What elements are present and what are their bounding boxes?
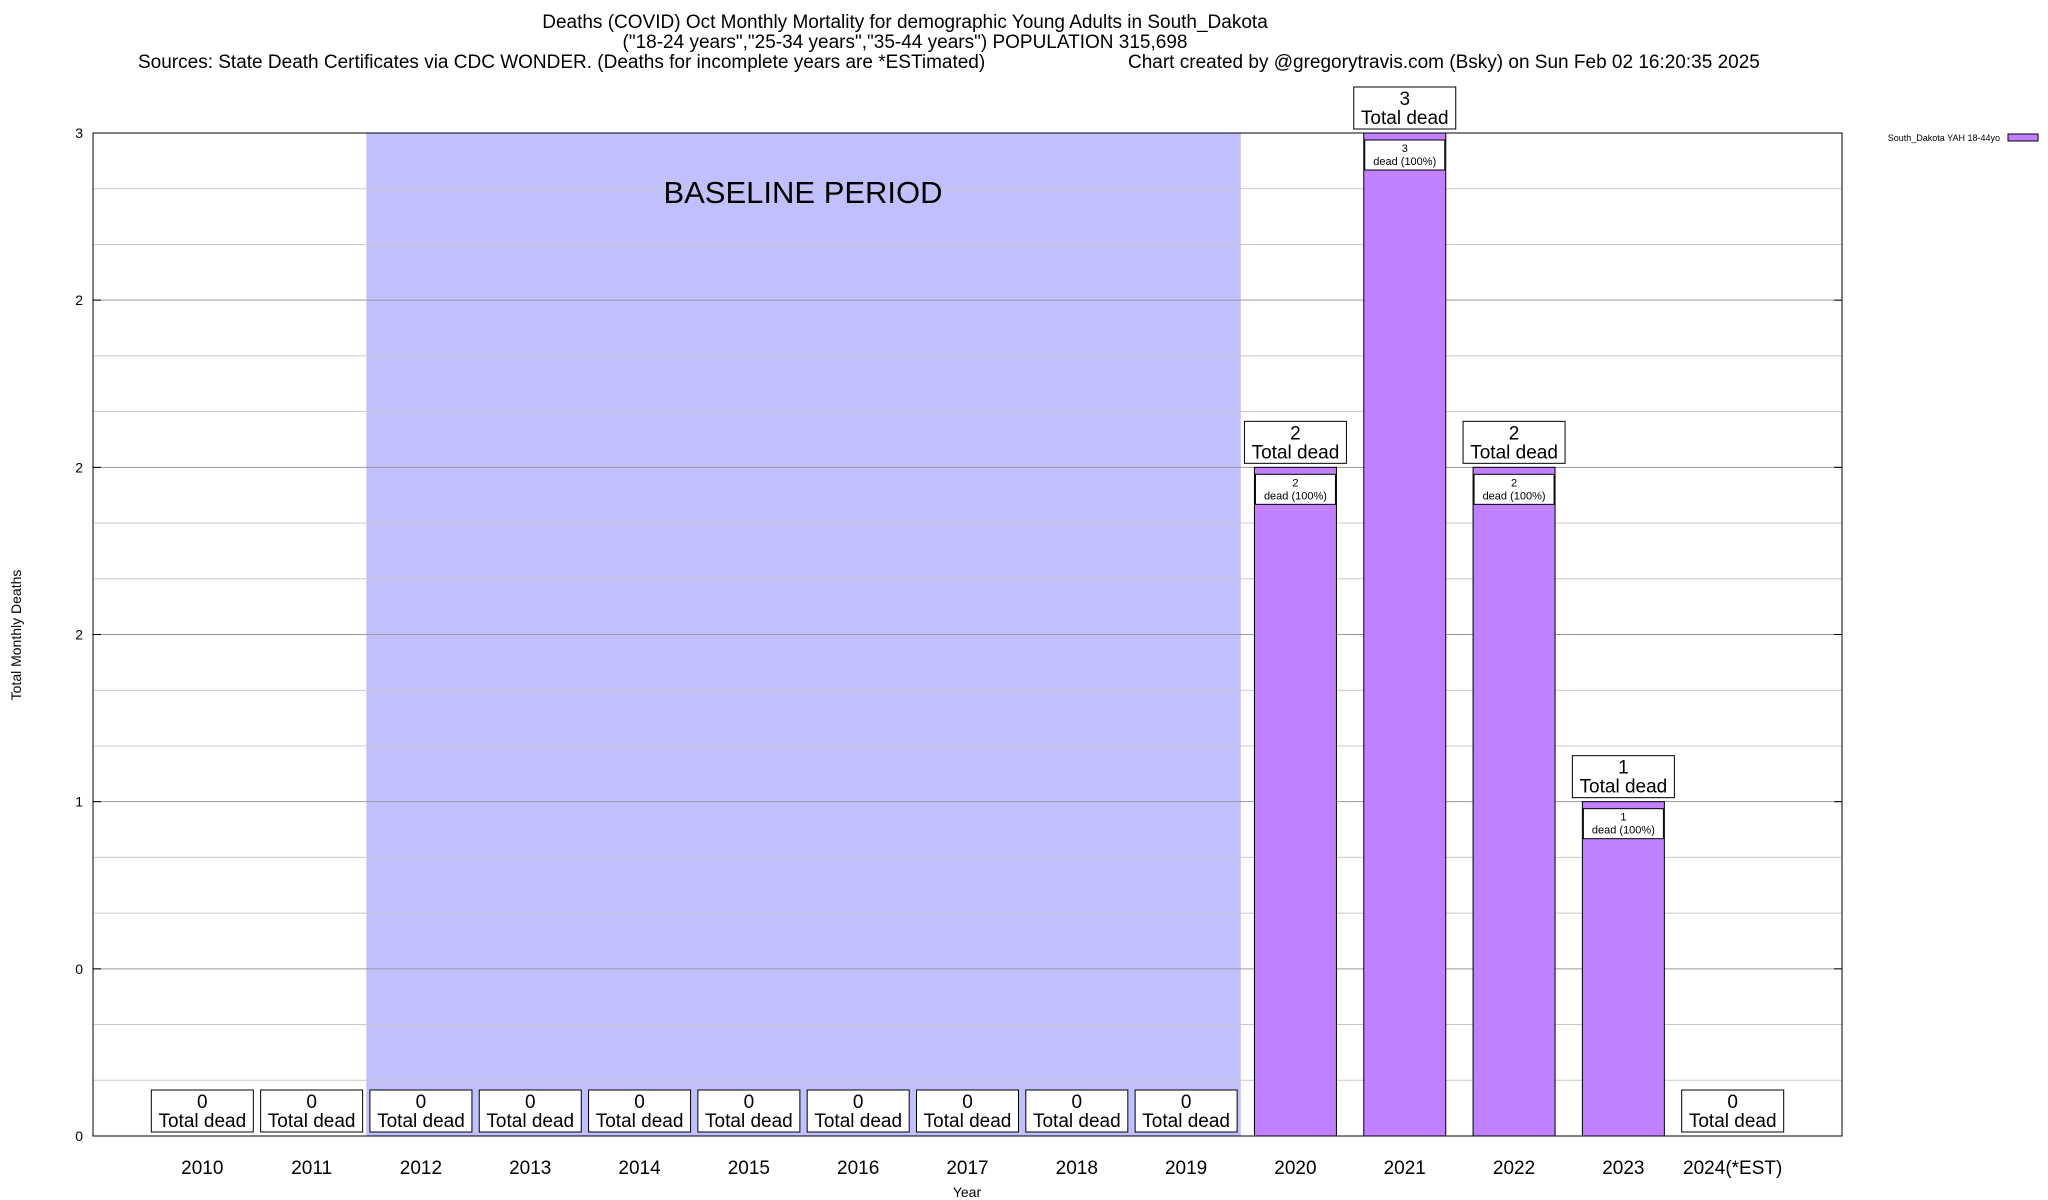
inner-label-suffix: dead (100%) <box>1592 825 1655 837</box>
chart-sources: Sources: State Death Certificates via CD… <box>138 52 986 73</box>
inner-label-box <box>1582 808 1664 840</box>
x-tick-label: 2017 <box>946 1158 988 1179</box>
inner-label-suffix: dead (100%) <box>1373 156 1436 168</box>
total-label-suffix: Total dead <box>1033 1111 1121 1132</box>
total-label-box <box>478 1089 582 1133</box>
total-label-box <box>369 1089 473 1133</box>
inner-label-value: 2 <box>1292 477 1298 489</box>
total-label-suffix: Total dead <box>1580 777 1668 798</box>
inner-label-box <box>1364 139 1446 171</box>
x-tick-label: 2012 <box>400 1158 442 1179</box>
bar <box>1253 466 1337 1137</box>
inner-label-value: 1 <box>1620 812 1626 824</box>
total-label-value: 0 <box>1181 1092 1192 1113</box>
y-axis-label: Total Monthly Deaths <box>8 570 24 701</box>
total-label-value: 2 <box>1509 423 1520 444</box>
x-tick-label: 2016 <box>837 1158 879 1179</box>
total-label-suffix: Total dead <box>268 1111 356 1132</box>
inner-label-box <box>1254 473 1336 505</box>
total-label-suffix: Total dead <box>596 1111 684 1132</box>
total-label-value: 1 <box>1618 758 1629 779</box>
total-label-box <box>1025 1089 1129 1133</box>
y-tick-label: 2 <box>75 292 83 308</box>
total-label-suffix: Total dead <box>377 1111 465 1132</box>
inner-label-suffix: dead (100%) <box>1483 490 1546 502</box>
inner-label-suffix: dead (100%) <box>1264 490 1327 502</box>
total-label-suffix: Total dead <box>924 1111 1012 1132</box>
total-label-value: 2 <box>1290 423 1301 444</box>
chart-credit: Chart created by @gregorytravis.com (Bsk… <box>1128 52 1760 73</box>
total-label-suffix: Total dead <box>705 1111 793 1132</box>
total-label-suffix: Total dead <box>814 1111 902 1132</box>
total-label-suffix: Total dead <box>1689 1111 1777 1132</box>
total-label-value: 0 <box>525 1092 536 1113</box>
baseline-label: BASELINE PERIOD <box>663 175 942 210</box>
total-label-value: 0 <box>853 1092 864 1113</box>
total-label-box <box>1681 1089 1785 1133</box>
total-label-value: 0 <box>1072 1092 1083 1113</box>
bar <box>1581 801 1665 1137</box>
x-tick-label: 2021 <box>1384 1158 1426 1179</box>
x-tick-label: 2013 <box>509 1158 551 1179</box>
y-tick-label: 2 <box>75 627 83 643</box>
total-label-box <box>806 1089 910 1133</box>
y-tick-label: 1 <box>75 794 83 810</box>
x-tick-label: 2019 <box>1165 1158 1207 1179</box>
legend-swatch <box>2007 133 2039 142</box>
x-tick-label: 2022 <box>1493 1158 1535 1179</box>
x-tick-label: 2015 <box>728 1158 770 1179</box>
chart-subtitle: ("18-24 years","25-34 years","35-44 year… <box>622 32 1188 53</box>
total-label-box <box>1571 755 1675 799</box>
total-label-box <box>1243 420 1347 464</box>
bar <box>1472 466 1556 1137</box>
inner-label-value: 3 <box>1402 143 1408 155</box>
x-tick-label: 2018 <box>1056 1158 1098 1179</box>
bar <box>1363 132 1447 1137</box>
legend-label: South_Dakota YAH 18-44yo <box>1888 133 2000 143</box>
total-label-value: 0 <box>306 1092 317 1113</box>
total-label-box <box>1134 1089 1238 1133</box>
plot-frame <box>92 132 1843 1137</box>
total-label-suffix: Total dead <box>1142 1111 1230 1132</box>
total-label-box <box>260 1089 364 1133</box>
x-tick-label: 2024(*EST) <box>1683 1158 1782 1179</box>
x-tick-label: 2023 <box>1602 1158 1644 1179</box>
total-label-value: 0 <box>416 1092 427 1113</box>
total-label-box <box>916 1089 1019 1133</box>
total-label-suffix: Total dead <box>1470 442 1558 463</box>
x-tick-label: 2010 <box>181 1158 223 1179</box>
x-tick-label: 2020 <box>1274 1158 1316 1179</box>
total-label-value: 0 <box>744 1092 755 1113</box>
inner-label-value: 2 <box>1511 477 1517 489</box>
total-label-value: 0 <box>1727 1092 1738 1113</box>
total-label-suffix: Total dead <box>158 1111 246 1132</box>
x-tick-label: 2011 <box>291 1158 332 1179</box>
y-tick-label: 0 <box>75 1128 83 1144</box>
x-axis-label: Year <box>953 1184 982 1200</box>
y-tick-label: 2 <box>75 459 83 475</box>
total-label-box <box>150 1089 254 1133</box>
total-label-value: 0 <box>962 1092 973 1113</box>
y-tick-label: 0 <box>75 961 83 977</box>
total-label-box <box>588 1089 692 1133</box>
total-label-suffix: Total dead <box>1252 442 1340 463</box>
total-label-box <box>1462 420 1566 464</box>
total-label-box <box>1353 86 1457 130</box>
y-tick-label: 3 <box>75 125 83 141</box>
inner-label-box <box>1473 473 1555 505</box>
x-tick-label: 2014 <box>618 1158 661 1179</box>
total-label-value: 0 <box>197 1092 208 1113</box>
total-label-suffix: Total dead <box>1361 108 1449 129</box>
total-label-value: 3 <box>1399 89 1410 110</box>
total-label-suffix: Total dead <box>486 1111 574 1132</box>
total-label-value: 0 <box>634 1092 645 1113</box>
total-label-box <box>697 1089 801 1133</box>
chart-title: Deaths (COVID) Oct Monthly Mortality for… <box>542 12 1268 33</box>
